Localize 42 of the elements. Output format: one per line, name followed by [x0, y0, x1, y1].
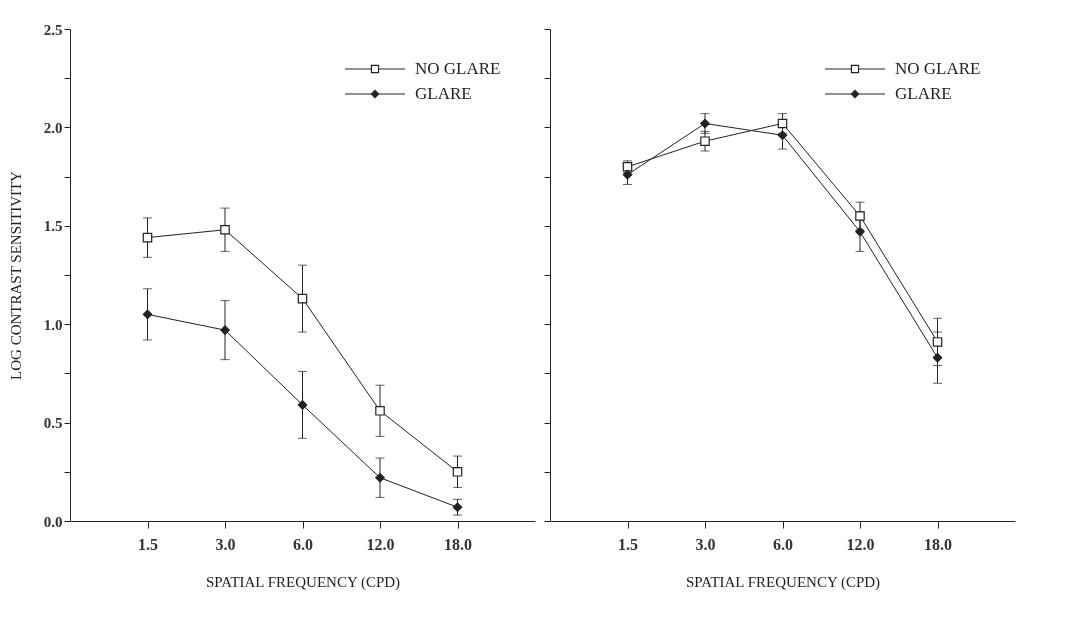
legend-label: GLARE	[415, 84, 472, 103]
legend-label: NO GLARE	[895, 59, 981, 78]
point	[452, 467, 463, 477]
point	[375, 406, 385, 416]
point	[297, 400, 308, 410]
x-tick-label: 3.0	[215, 535, 236, 553]
point	[932, 352, 943, 363]
point	[142, 232, 153, 243]
x-tick-label: 12.0	[846, 535, 875, 553]
legend-label: GLARE	[895, 84, 952, 103]
x-tick-label: 6.0	[293, 535, 313, 553]
y-tick-label: 0.5	[43, 415, 63, 432]
y-tick-label: 1.0	[43, 316, 63, 333]
point	[777, 118, 788, 129]
x-tick-label: 1.5	[618, 535, 638, 553]
point	[220, 325, 230, 335]
x-tick-label: 18.0	[924, 535, 952, 553]
point	[622, 169, 633, 180]
point	[932, 337, 943, 347]
x-tick-label: 12.0	[366, 535, 395, 553]
point	[452, 502, 463, 513]
point	[700, 136, 710, 146]
y-tick-label: 2.5	[43, 21, 63, 38]
x-tick-label: 1.5	[138, 535, 158, 553]
y-tick-label: 0.0	[43, 513, 63, 530]
point	[297, 293, 308, 304]
point	[142, 309, 153, 320]
point	[700, 118, 710, 129]
x-axis-title: SPATIAL FREQUENCY (CPD)	[205, 573, 401, 591]
y-tick-label: 1.5	[43, 218, 63, 235]
point	[855, 226, 865, 237]
x-tick-label: 3.0	[695, 535, 716, 553]
point	[855, 211, 865, 221]
point	[375, 472, 385, 483]
x-tick-label: 18.0	[444, 535, 472, 553]
y-tick-label: 2.0	[43, 119, 63, 136]
legend-label: NO GLARE	[415, 59, 501, 78]
point	[220, 224, 230, 235]
x-tick-label: 6.0	[773, 535, 793, 553]
point	[777, 130, 788, 141]
y-axis-title: LOG CONTRAST SENSITIVITY	[7, 170, 24, 380]
x-axis-title: SPATIAL FREQUENCY (CPD)	[685, 573, 881, 591]
